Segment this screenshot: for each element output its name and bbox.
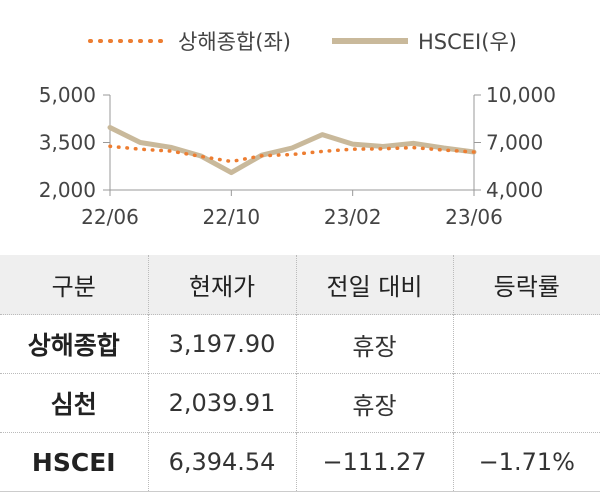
table-row: HSCEI 6,394.54 −111.27 −1.71% xyxy=(0,432,600,492)
row-name: 심천 xyxy=(0,373,148,433)
row-price: 2,039.91 xyxy=(147,373,296,433)
x-tick-label: 22/06 xyxy=(81,205,139,229)
table-row: 상해종합 3,197.90 휴장 xyxy=(0,314,600,374)
row-change: 휴장 xyxy=(295,373,453,433)
x-tick-label: 22/10 xyxy=(203,205,261,229)
row-name: 상해종합 xyxy=(0,314,148,374)
header-change: 전일 대비 xyxy=(295,255,453,315)
series-layer xyxy=(107,125,477,176)
tick-layer: 2,000 3,500 5,000 4,000 7,000 10,000 22/06 22/1… xyxy=(39,83,556,229)
y-left-tick-label: 5,000 xyxy=(39,83,96,107)
x-tick-label: 23/02 xyxy=(324,205,382,229)
row-change: −111.27 xyxy=(295,432,453,492)
legend-label-hscei: HSCEI(우) xyxy=(418,30,517,54)
series-line-hscei xyxy=(107,125,477,176)
row-rate xyxy=(452,373,600,433)
row-price: 3,197.90 xyxy=(147,314,296,374)
y-left-tick-label: 3,500 xyxy=(39,131,96,155)
y-right-tick-label: 4,000 xyxy=(486,178,543,202)
chart-area: 상해종합(좌) HSCEI(우) 2,000 3,500 5,000 4,000 7,0… xyxy=(39,30,556,229)
y-right-tick-label: 10,000 xyxy=(486,83,556,107)
header-rate: 등락률 xyxy=(452,255,600,315)
row-price: 6,394.54 xyxy=(147,432,296,492)
row-change: 휴장 xyxy=(295,314,453,374)
series-line-shanghai xyxy=(108,144,476,164)
x-tick-label: 23/06 xyxy=(445,205,503,229)
header-price: 현재가 xyxy=(147,255,296,315)
header-category: 구분 xyxy=(0,255,148,315)
table-header-row: 구분 현재가 전일 대비 등락률 xyxy=(0,255,600,315)
line-chart: 상해종합(좌) HSCEI(우) 2,000 3,500 5,000 4,000 7,0… xyxy=(39,30,556,229)
row-rate: −1.71% xyxy=(452,432,600,492)
y-left-tick-label: 2,000 xyxy=(39,178,96,202)
legend-label-shanghai: 상해종합(좌) xyxy=(178,30,291,54)
row-name: HSCEI xyxy=(0,432,148,492)
y-right-tick-label: 7,000 xyxy=(486,131,543,155)
legend: 상해종합(좌) HSCEI(우) xyxy=(88,30,517,54)
quote-table: 구분 현재가 전일 대비 등락률 상해종합 3,197.90 휴장 심천 2,0… xyxy=(0,255,600,492)
row-rate xyxy=(452,314,600,374)
table-row: 심천 2,039.91 휴장 xyxy=(0,373,600,433)
